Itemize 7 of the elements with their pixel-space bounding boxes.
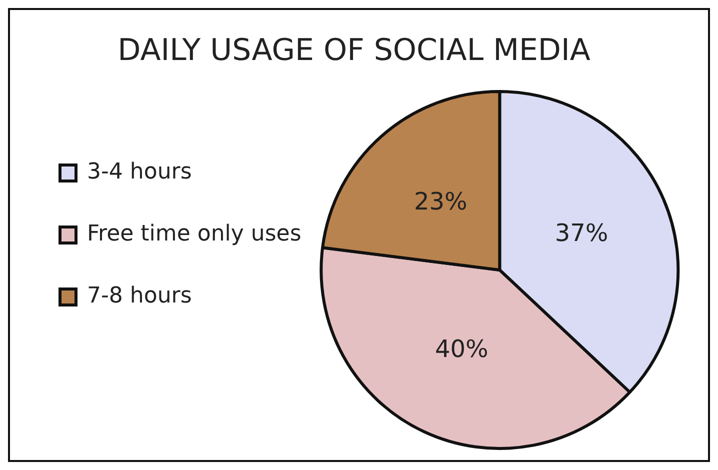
chart-title: DAILY USAGE OF SOCIAL MEDIA: [118, 32, 591, 68]
data-label: 23%: [414, 187, 468, 216]
data-label: 40%: [434, 334, 488, 363]
data-label: 37%: [554, 218, 608, 247]
legend-label: 3-4 hours: [87, 160, 192, 185]
legend-label: Free time only uses: [87, 222, 302, 247]
legend-label: 7-8 hours: [87, 284, 192, 309]
